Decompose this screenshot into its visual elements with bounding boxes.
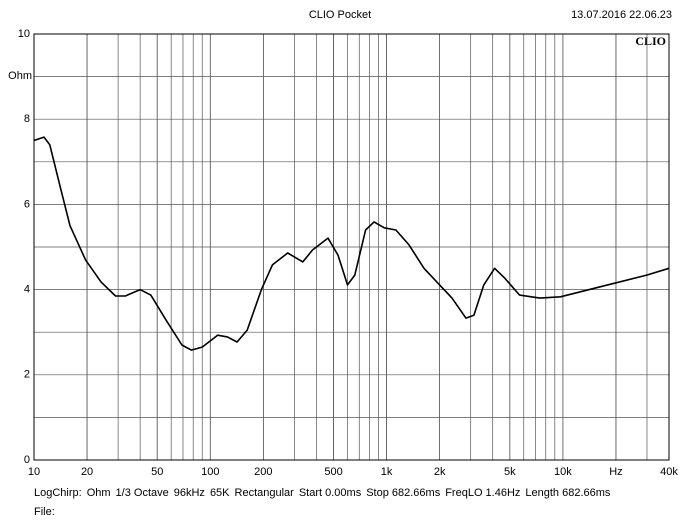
- setting: 65K: [210, 487, 230, 499]
- file-label: File:: [34, 506, 55, 518]
- x-tick-label: 200: [254, 466, 272, 478]
- x-tick-label: 2k: [434, 466, 446, 478]
- x-tick-label: 10k: [554, 466, 572, 478]
- x-tick-label: 10: [28, 466, 40, 478]
- x-tick-label: 40k: [660, 466, 678, 478]
- x-tick-label: 50: [151, 466, 163, 478]
- x-tick-label: 5k: [504, 466, 516, 478]
- setting: Length 682.66ms: [525, 487, 611, 499]
- y-axis-label: Ohm: [8, 70, 32, 82]
- y-tick-label: 0: [24, 454, 30, 466]
- x-tick-label: 20: [81, 466, 93, 478]
- setting: Ohm: [87, 487, 111, 499]
- y-tick-label: 4: [24, 284, 30, 296]
- x-tick-label: 100: [201, 466, 219, 478]
- chart-title: CLIO Pocket: [309, 9, 371, 21]
- x-tick-label: 500: [324, 466, 342, 478]
- x-tick-label: Hz: [609, 466, 622, 478]
- setting: Start 0.00ms: [299, 487, 362, 499]
- setting: FreqLO 1.46Hz: [445, 487, 520, 499]
- y-tick-label: 2: [24, 369, 30, 381]
- setting: 1/3 Octave: [116, 487, 169, 499]
- setting: Stop 682.66ms: [366, 487, 440, 499]
- y-tick-label: 10: [18, 28, 30, 40]
- logo: CLIO: [635, 34, 666, 48]
- setting: Rectangular: [235, 487, 295, 499]
- impedance-curve: [33, 136, 670, 351]
- y-tick-label: 8: [24, 113, 30, 125]
- setting: 96kHz: [174, 487, 205, 499]
- settings-line: LogChirp: Ohm 1/3 Octave 96kHz 65K Rectangula…: [34, 487, 611, 499]
- y-tick-label: 6: [24, 198, 30, 210]
- timestamp: 13.07.2016 22.06.23: [571, 9, 672, 21]
- plot-frame: [33, 33, 670, 461]
- x-tick-label: 1k: [381, 466, 393, 478]
- setting: LogChirp:: [34, 487, 82, 499]
